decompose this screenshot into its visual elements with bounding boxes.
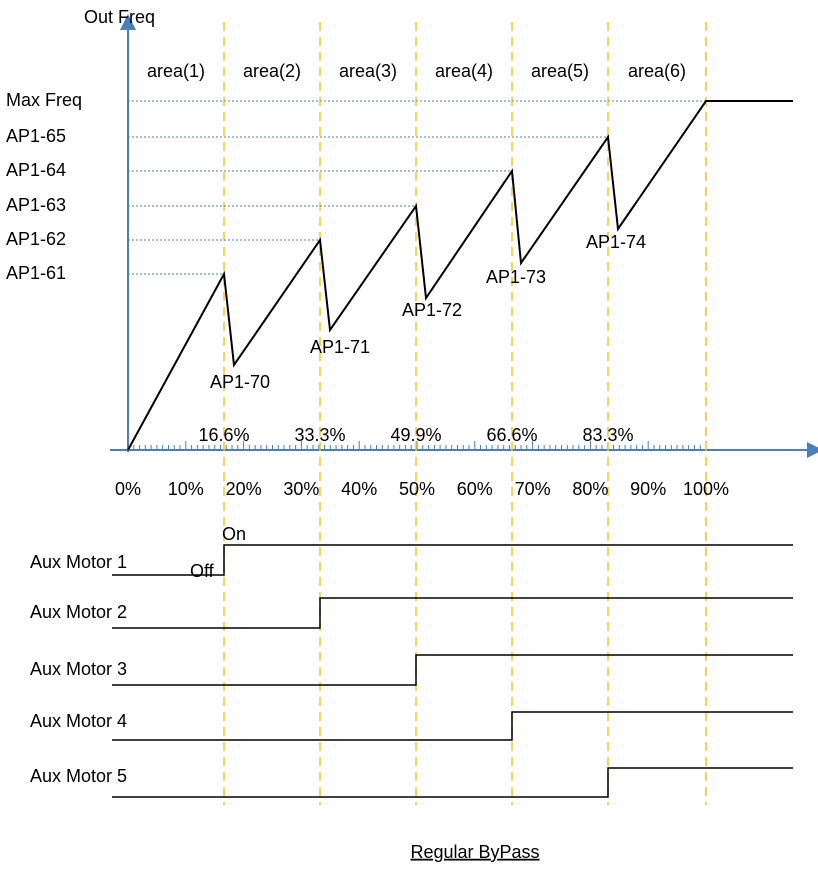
level-label: AP1-61 bbox=[6, 263, 66, 283]
x-tick-label: 0% bbox=[115, 479, 141, 499]
breakpoint-label: 66.6% bbox=[486, 425, 537, 445]
motor-signal bbox=[112, 767, 793, 798]
x-tick-label: 80% bbox=[572, 479, 608, 499]
caption: Regular ByPass bbox=[410, 842, 539, 862]
level-label: AP1-62 bbox=[6, 229, 66, 249]
content: Max Freq AP1-65 AP1-64 AP1-63 AP1-62 AP1-61 ar… bbox=[6, 22, 793, 805]
area-label: area(2) bbox=[243, 61, 301, 81]
valley-label: AP1-71 bbox=[310, 337, 370, 357]
x-tick-label: 70% bbox=[515, 479, 551, 499]
x-tick-label: 30% bbox=[283, 479, 319, 499]
x-tick-label: 20% bbox=[226, 479, 262, 499]
breakpoint-label: 16.6% bbox=[198, 425, 249, 445]
freq-curve bbox=[127, 100, 793, 451]
valley-label: AP1-70 bbox=[210, 372, 270, 392]
y-axis-label: Out Freq bbox=[84, 7, 155, 27]
valley-label: AP1-73 bbox=[486, 267, 546, 287]
motor-label: Aux Motor 3 bbox=[30, 659, 127, 679]
level-label: AP1-65 bbox=[6, 126, 66, 146]
x-tick-label: 100% bbox=[683, 479, 729, 499]
motor-signal bbox=[112, 654, 793, 686]
level-label: Max Freq bbox=[6, 90, 82, 110]
motor-signal bbox=[112, 597, 793, 629]
motor-label: Aux Motor 1 bbox=[30, 552, 127, 572]
valley-label: AP1-74 bbox=[586, 232, 646, 252]
valley-label: AP1-72 bbox=[402, 300, 462, 320]
x-tick-label: 60% bbox=[457, 479, 493, 499]
area-label: area(5) bbox=[531, 61, 589, 81]
motor-label: Aux Motor 5 bbox=[30, 766, 127, 786]
area-label: area(6) bbox=[628, 61, 686, 81]
motor-signal bbox=[112, 544, 793, 576]
breakpoint-label: 49.9% bbox=[390, 425, 441, 445]
motor-label: Aux Motor 4 bbox=[30, 711, 127, 731]
area-label: area(3) bbox=[339, 61, 397, 81]
state-on: On bbox=[222, 524, 246, 544]
x-tick-label: 10% bbox=[168, 479, 204, 499]
x-tick-label: 90% bbox=[630, 479, 666, 499]
breakpoint-label: 33.3% bbox=[294, 425, 345, 445]
level-label: AP1-63 bbox=[6, 195, 66, 215]
motor-label: Aux Motor 2 bbox=[30, 602, 127, 622]
area-label: area(4) bbox=[435, 61, 493, 81]
x-tick-label: 40% bbox=[341, 479, 377, 499]
level-label: AP1-64 bbox=[6, 160, 66, 180]
motor-signal bbox=[112, 711, 793, 741]
state-off: Off bbox=[190, 561, 215, 581]
area-label: area(1) bbox=[147, 61, 205, 81]
breakpoint-label: 83.3% bbox=[582, 425, 633, 445]
x-tick-label: 50% bbox=[399, 479, 435, 499]
